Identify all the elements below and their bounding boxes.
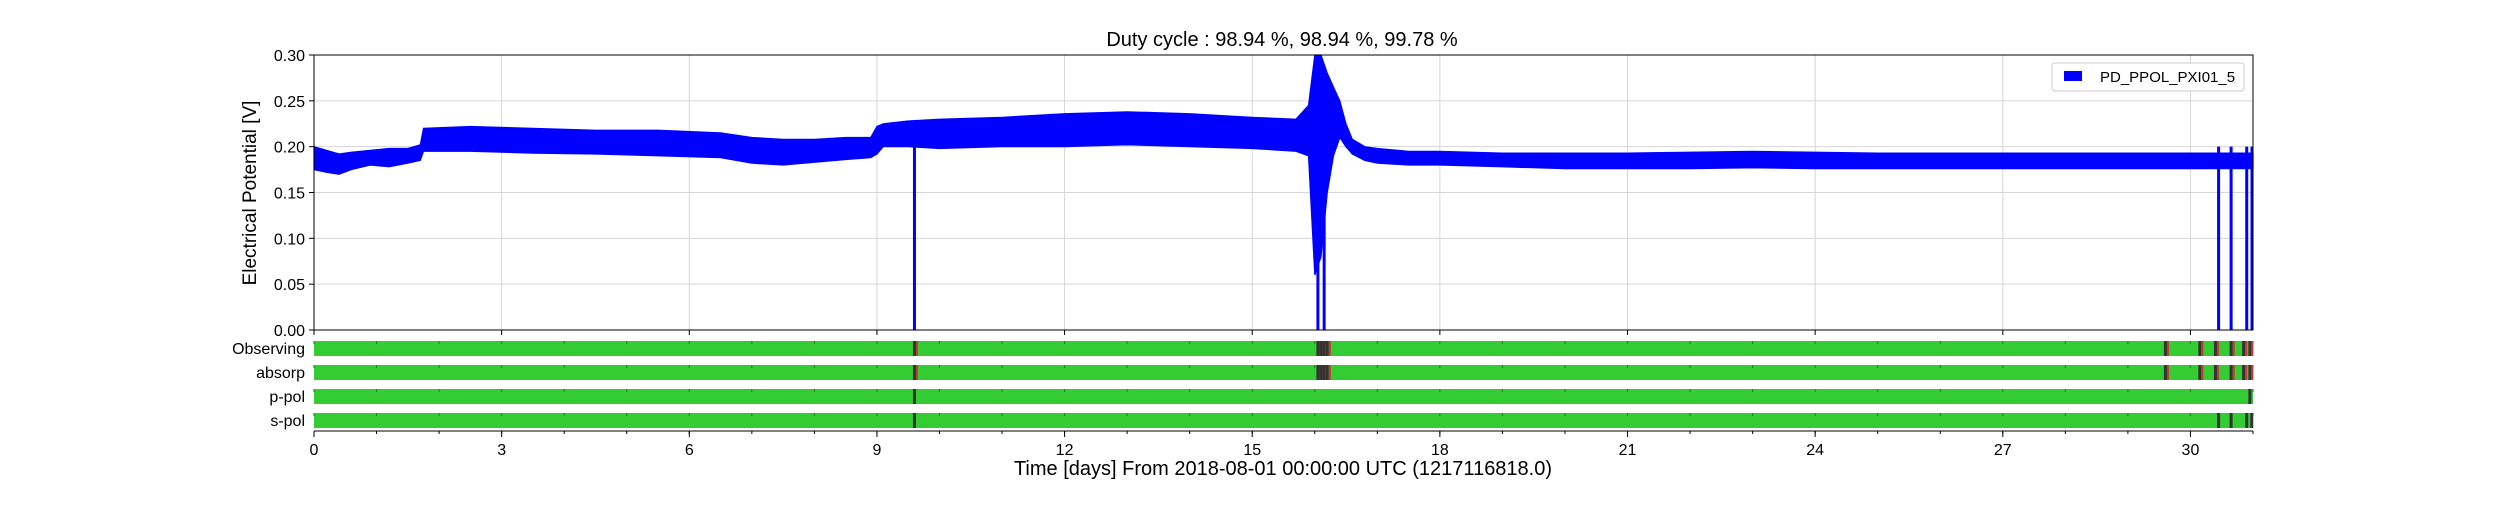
- state-bar-gap: [1316, 365, 1320, 380]
- state-bar: [314, 413, 2253, 428]
- state-bar-off: [1328, 365, 1331, 380]
- x-tick-label: 27: [1994, 442, 2012, 459]
- state-bar-off: [915, 365, 918, 380]
- state-bar-off: [2216, 341, 2219, 356]
- y-tick-label: 0.05: [274, 277, 305, 294]
- legend-box: [2051, 62, 2245, 92]
- state-bar: [314, 365, 2253, 380]
- x-tick-label: 18: [1431, 442, 1449, 459]
- x-tick-label: 21: [1619, 442, 1637, 459]
- x-tick-label: 0: [310, 442, 319, 459]
- x-tick-label: 3: [497, 442, 506, 459]
- state-bar-off: [2251, 365, 2254, 380]
- state-bar-gap: [2242, 341, 2246, 356]
- y-tick-label: 0.15: [274, 186, 305, 203]
- state-bar-gap: [1319, 341, 1323, 356]
- state-bar-off: [2232, 365, 2235, 380]
- state-bar-label: absorp: [256, 365, 305, 382]
- state-bar-gap: [2213, 365, 2217, 380]
- chart-title: Duty cycle : 98.94 %, 98.94 %, 99.78 %: [1106, 29, 1458, 51]
- state-bar-off: [2201, 365, 2204, 380]
- state-bar-gap: [2217, 413, 2221, 428]
- state-bar-off: [1328, 341, 1331, 356]
- state-bar-off: [2245, 341, 2248, 356]
- x-axis-ticks: 0 3 6 9 12 15 18 21 24 27 30: [310, 330, 2254, 459]
- y-axis-ticks: 0.00 0.05 0.10 0.15 0.20 0.25 0.30: [274, 48, 314, 340]
- state-bar-gap: [2198, 365, 2202, 380]
- x-tick-label: 6: [685, 442, 694, 459]
- state-bar: [314, 341, 2253, 356]
- state-bar-gap: [912, 365, 916, 380]
- state-bar-gap: [1322, 365, 1326, 380]
- state-bar-gap: [2229, 413, 2233, 428]
- y-tick-label: 0.25: [274, 94, 305, 111]
- state-bar-gap: [1325, 341, 1329, 356]
- legend[interactable]: PD_PPOL_PXI01_5: [2051, 62, 2245, 92]
- state-bar-gap: [2229, 341, 2233, 356]
- y-axis-label: Electrical Potential [V]: [240, 101, 261, 286]
- x-tick-label: 15: [1243, 442, 1261, 459]
- state-bar-off: [2251, 341, 2254, 356]
- state-bar-off: [2232, 341, 2235, 356]
- y-tick-label: 0.10: [274, 231, 305, 248]
- state-bar-gap: [912, 413, 916, 428]
- state-bar-gap: [2248, 365, 2252, 380]
- main-plot: 0.00 0.05 0.10 0.15 0.20 0.25 0.30 Electrical …: [240, 48, 2254, 340]
- state-bar-gap: [912, 341, 916, 356]
- state-bar-off: [2166, 365, 2169, 380]
- state-bar-row: Observing: [232, 341, 2254, 358]
- state-bar-off: [2245, 365, 2248, 380]
- state-bar-gap: [2248, 389, 2252, 404]
- legend-swatch: [2064, 71, 2082, 81]
- x-axis-label: Time [days] From 2018-08-01 00:00:00 UTC…: [1014, 458, 1552, 480]
- x-tick-label: 12: [1056, 442, 1074, 459]
- state-bar-off: [915, 341, 918, 356]
- state-bar-label: s-pol: [270, 413, 305, 430]
- state-bar-gap: [2198, 341, 2202, 356]
- state-bar-row: absorp: [256, 365, 2254, 382]
- state-bars-panel: Observing absorp p-pol s-pol: [232, 341, 2254, 430]
- state-bar-gap: [912, 389, 916, 404]
- state-bar-gap: [2245, 413, 2249, 428]
- x-tick-label: 9: [872, 442, 881, 459]
- state-bar-off: [2216, 365, 2219, 380]
- state-bar-gap: [2250, 413, 2254, 428]
- state-bar-gap: [2163, 365, 2167, 380]
- state-bar-gap: [2229, 365, 2233, 380]
- state-bar-gap: [1319, 365, 1323, 380]
- x-tick-label: 30: [2182, 442, 2200, 459]
- state-bar-gap: [1322, 341, 1326, 356]
- state-bar-gap: [2248, 341, 2252, 356]
- state-bar-row: p-pol: [269, 389, 2254, 406]
- state-bar-gap: [2213, 341, 2217, 356]
- state-bar-label: p-pol: [269, 389, 305, 406]
- x-tick-label: 24: [1806, 442, 1824, 459]
- state-bar: [314, 389, 2253, 404]
- y-tick-label: 0.30: [274, 48, 305, 65]
- state-bar-off: [2166, 341, 2169, 356]
- y-tick-label: 0.20: [274, 140, 305, 157]
- state-bar-gap: [2163, 341, 2167, 356]
- y-tick-label: 0.00: [274, 323, 305, 340]
- legend-label: PD_PPOL_PXI01_5: [2100, 69, 2235, 86]
- state-bar-gap: [1325, 365, 1329, 380]
- state-bar-gap: [1316, 341, 1320, 356]
- state-bar-label: Observing: [232, 341, 305, 358]
- state-bar-gap: [2242, 365, 2246, 380]
- state-bar-row: s-pol: [270, 413, 2254, 430]
- state-bar-off: [2201, 341, 2204, 356]
